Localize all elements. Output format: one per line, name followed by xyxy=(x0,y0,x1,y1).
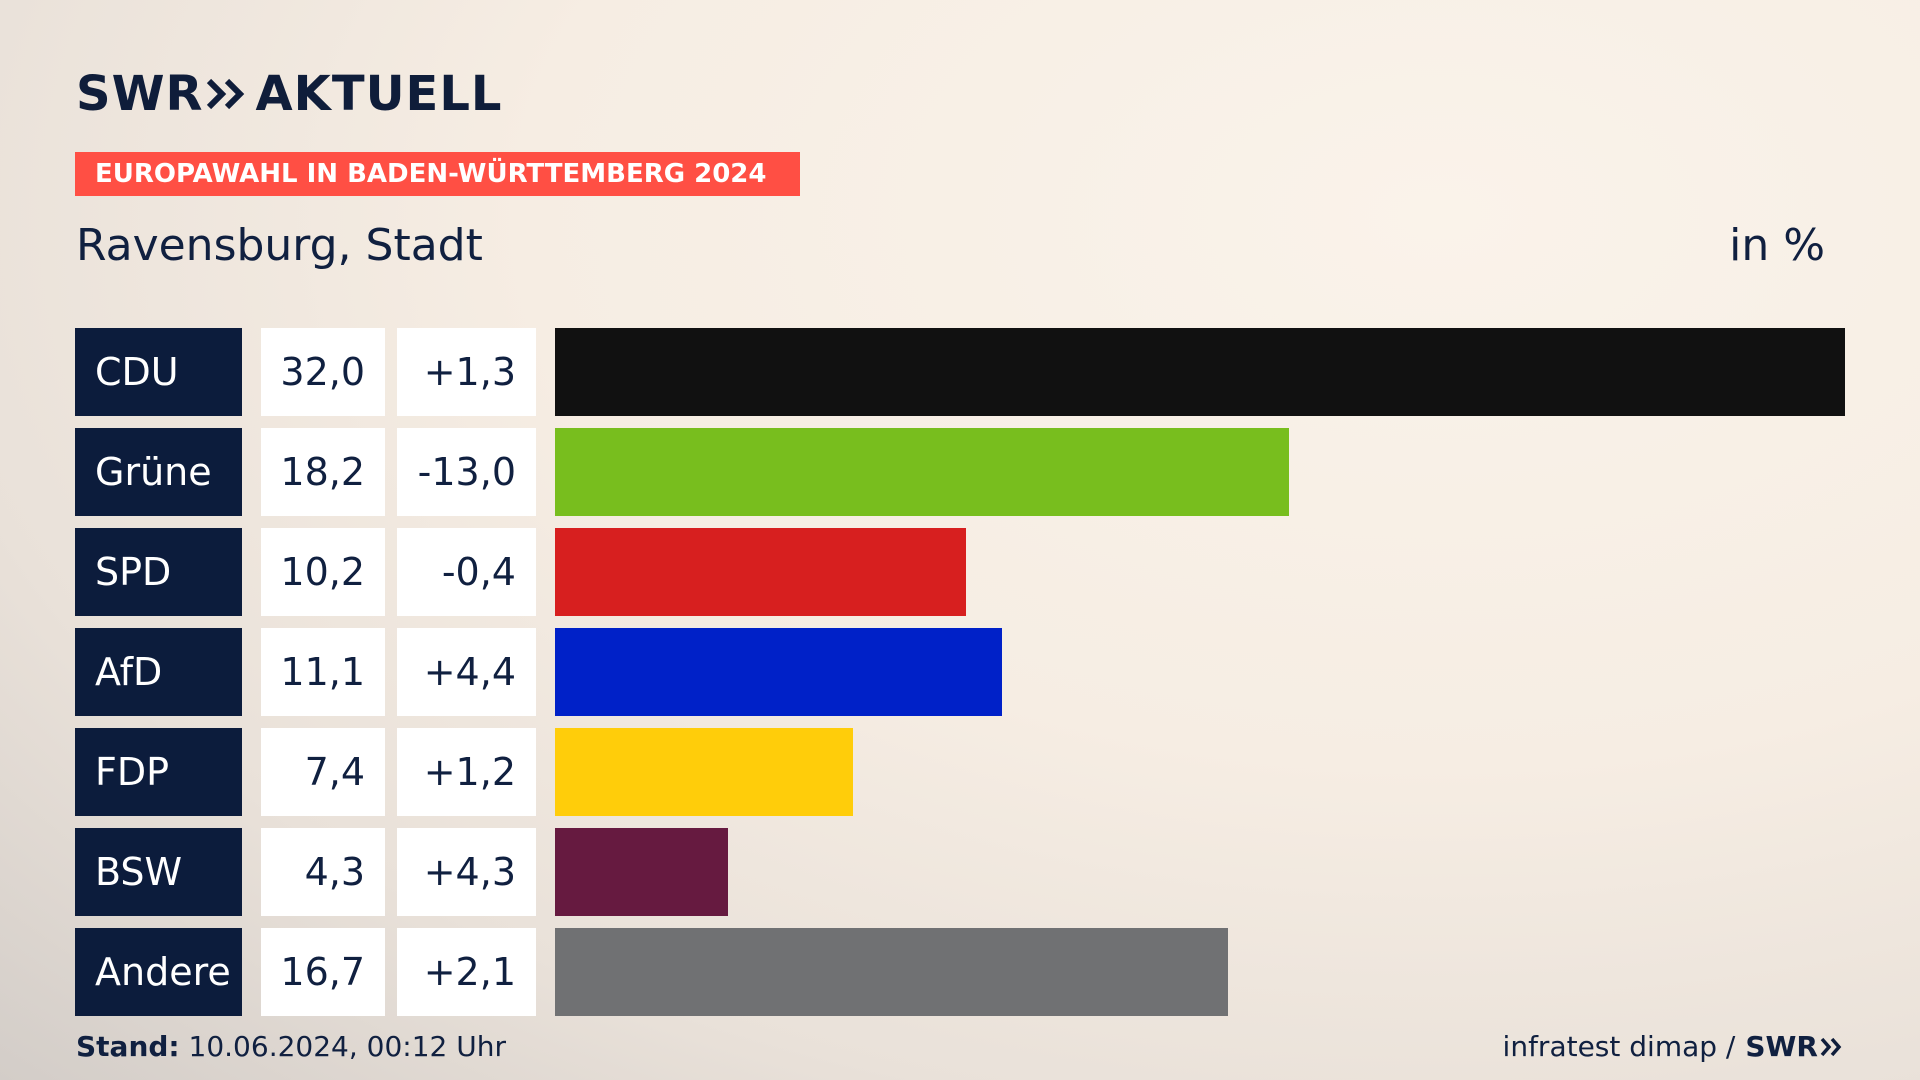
source-text: infratest dimap / xyxy=(1502,1030,1736,1063)
election-banner: EUROPAWAHL IN BADEN-WÜRTTEMBERG 2024 xyxy=(75,152,800,196)
result-bar xyxy=(555,628,1003,716)
result-bar xyxy=(555,528,967,616)
vote-change: +1,2 xyxy=(397,728,536,816)
vote-share: 10,2 xyxy=(261,528,385,616)
vote-share: 32,0 xyxy=(261,328,385,416)
swr-aktuell-logo: SWR AKTUELL xyxy=(76,66,503,122)
result-bar xyxy=(555,928,1229,1016)
vote-change: -0,4 xyxy=(397,528,536,616)
stand-value: 10.06.2024, 00:12 Uhr xyxy=(188,1030,506,1063)
party-label: BSW xyxy=(75,828,242,916)
swr-brand-text: SWR xyxy=(1745,1030,1818,1063)
party-label: Grüne xyxy=(75,428,242,516)
vote-share: 7,4 xyxy=(261,728,385,816)
vote-share: 11,1 xyxy=(261,628,385,716)
vote-change: -13,0 xyxy=(397,428,536,516)
vote-change: +4,4 xyxy=(397,628,536,716)
district-title: Ravensburg, Stadt xyxy=(76,220,483,271)
vote-share: 16,7 xyxy=(261,928,385,1016)
vote-share: 4,3 xyxy=(261,828,385,916)
source-credit: infratest dimap / SWR xyxy=(1503,1030,1844,1063)
party-label: SPD xyxy=(75,528,242,616)
result-bar xyxy=(555,428,1289,516)
party-label: AfD xyxy=(75,628,242,716)
logo-prefix: SWR xyxy=(76,66,204,122)
vote-change: +1,3 xyxy=(397,328,536,416)
double-chevron-icon xyxy=(207,78,245,110)
vote-change: +2,1 xyxy=(397,928,536,1016)
double-chevron-icon xyxy=(1820,1037,1842,1056)
party-label: Andere xyxy=(75,928,242,1016)
result-bar xyxy=(555,328,1845,416)
result-bar xyxy=(555,728,854,816)
party-label: CDU xyxy=(75,328,242,416)
swr-brand: SWR xyxy=(1745,1030,1844,1063)
party-label: FDP xyxy=(75,728,242,816)
timestamp: Stand: 10.06.2024, 00:12 Uhr xyxy=(76,1030,506,1063)
result-bar xyxy=(555,828,729,916)
vote-share: 18,2 xyxy=(261,428,385,516)
logo-suffix: AKTUELL xyxy=(255,66,503,122)
stand-label: Stand: xyxy=(76,1030,180,1063)
unit-label: in % xyxy=(1729,220,1825,271)
vote-change: +4,3 xyxy=(397,828,536,916)
